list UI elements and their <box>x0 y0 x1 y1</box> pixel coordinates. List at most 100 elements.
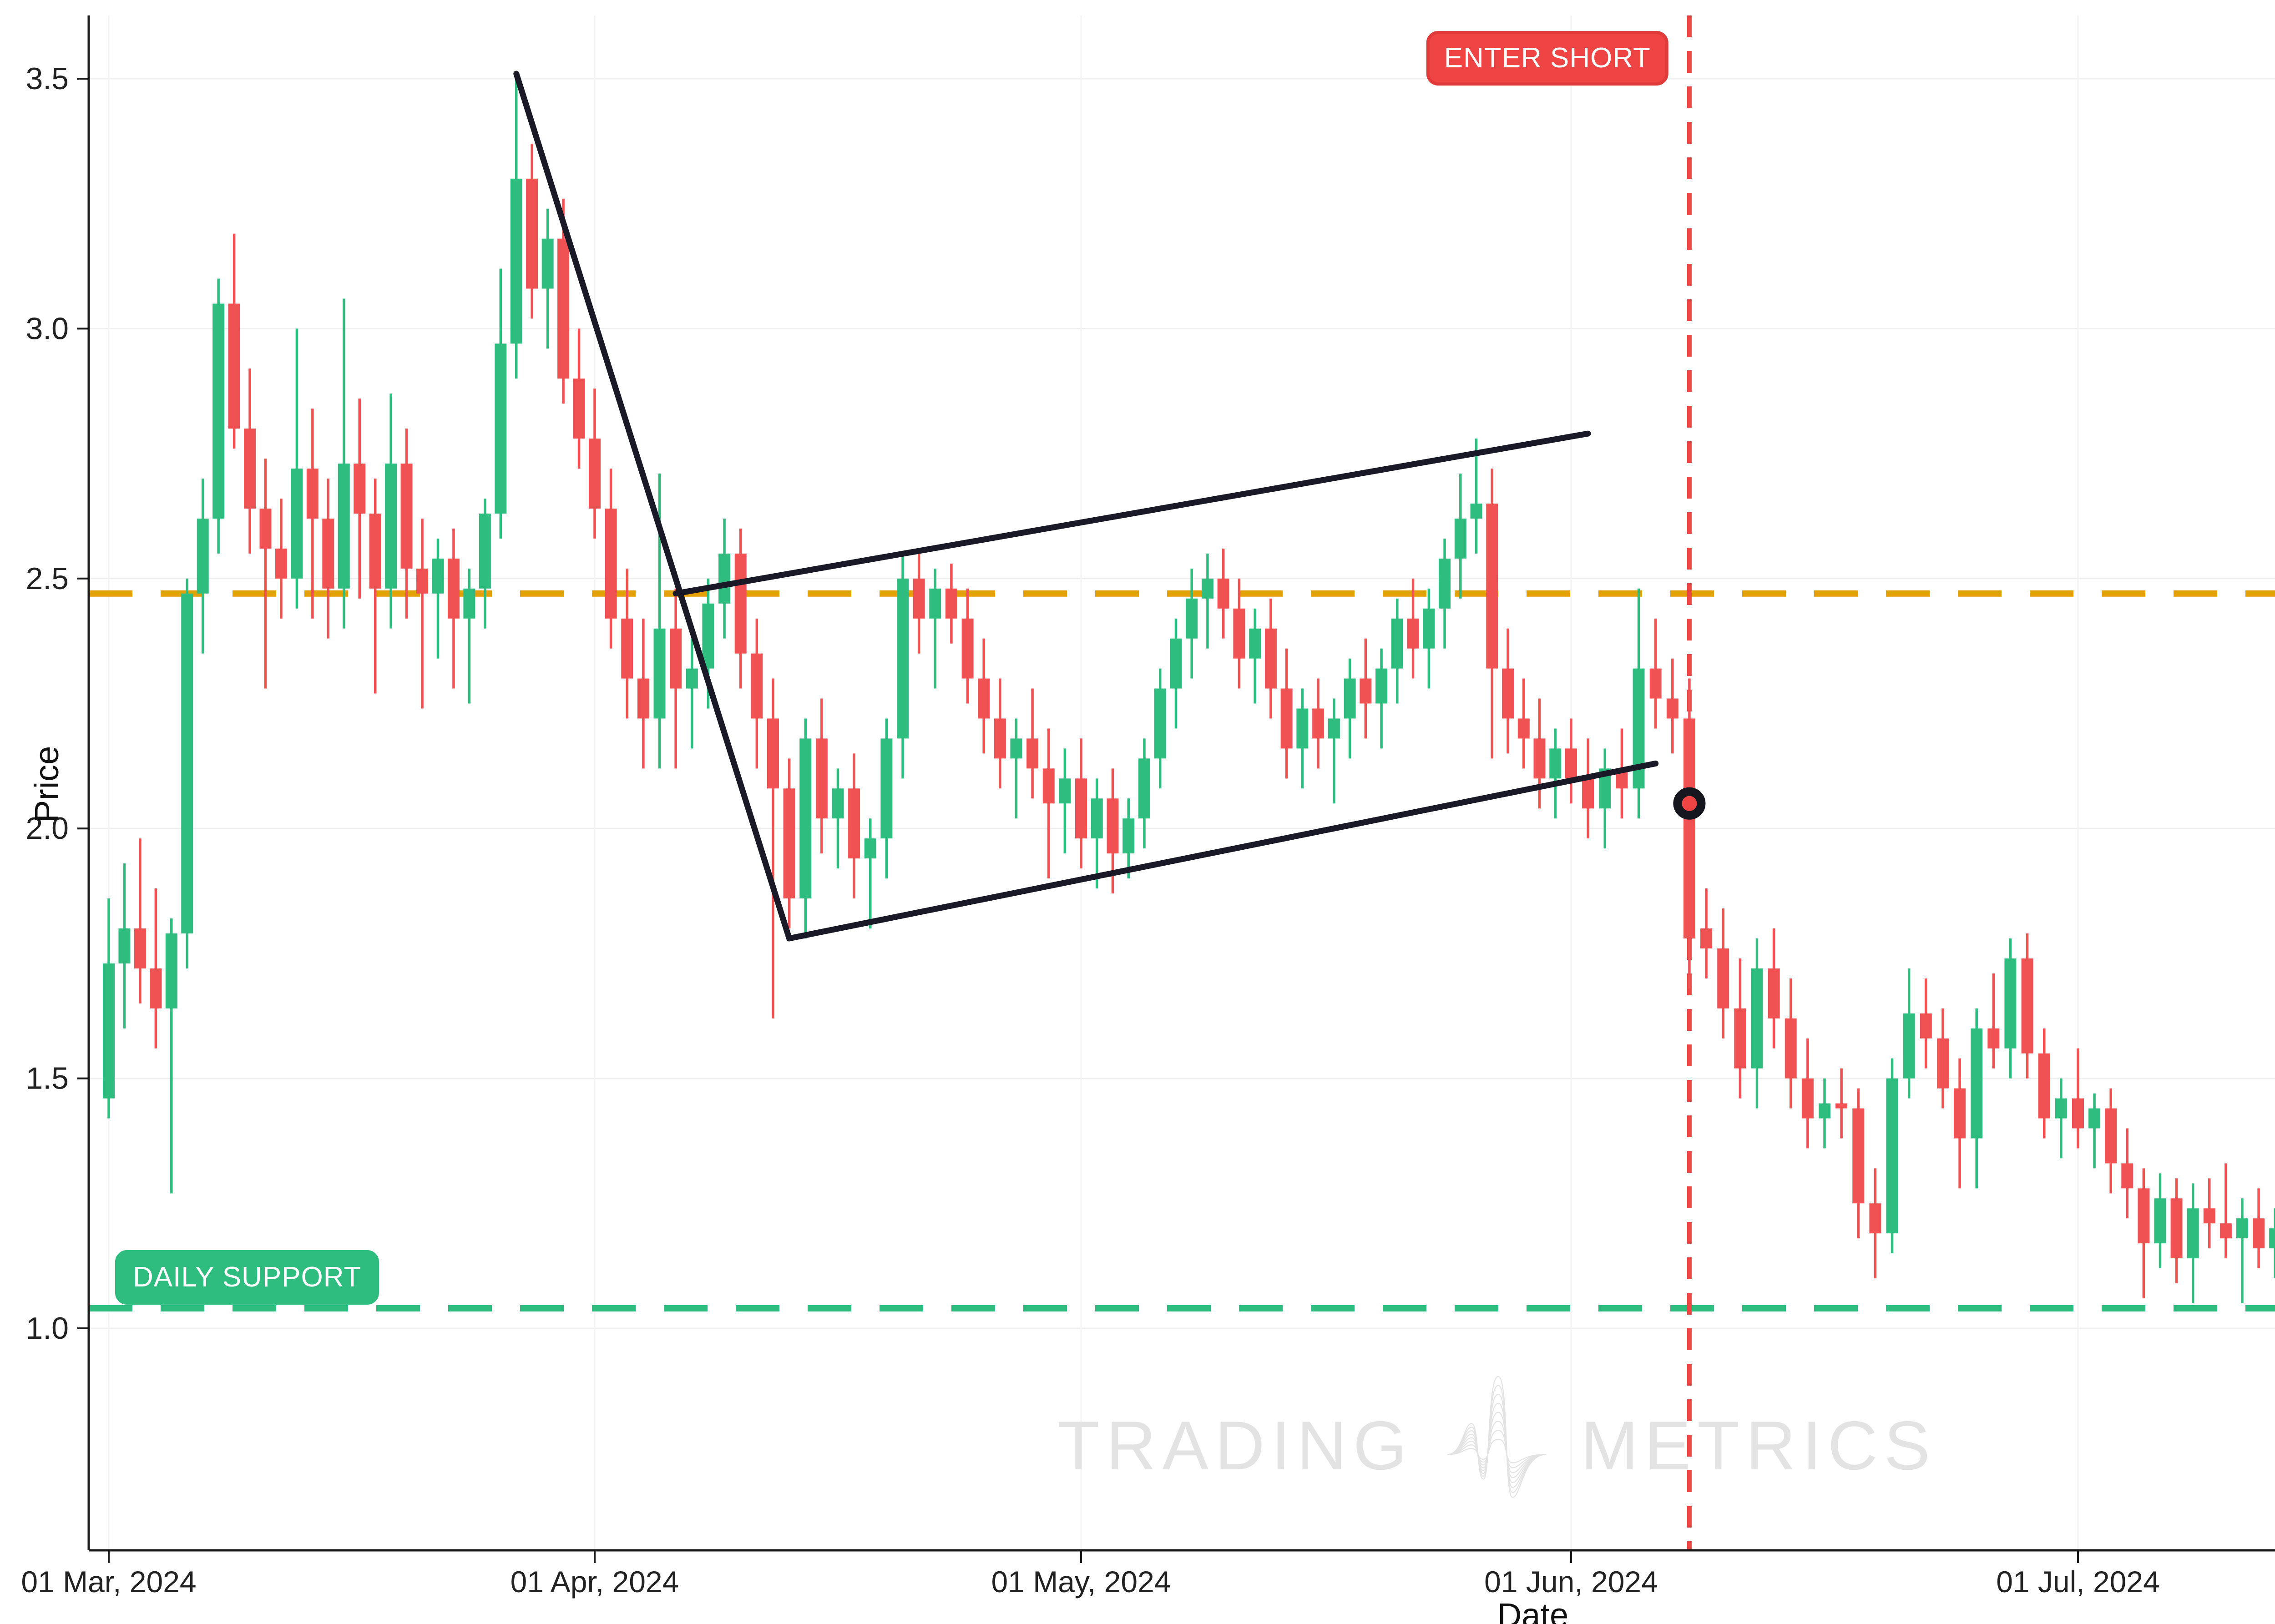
waveform-logo-layer <box>1447 1394 1547 1488</box>
candle-body <box>1582 778 1594 809</box>
candle-body <box>291 469 303 579</box>
candle-body <box>1801 1078 1814 1119</box>
candle <box>1801 1038 1814 1149</box>
candle-body <box>848 788 860 859</box>
candle <box>1785 978 1797 1109</box>
candle-body <box>479 513 491 589</box>
candle <box>1649 618 1662 729</box>
candle-body <box>181 593 193 933</box>
candle-body <box>1439 558 1451 609</box>
candle <box>605 469 617 649</box>
candle <box>1971 1008 1983 1189</box>
candle-body <box>2004 958 2017 1049</box>
candle <box>2219 1163 2232 1259</box>
candle-body <box>1091 798 1103 839</box>
candle <box>1565 718 1577 804</box>
candle-body <box>2055 1098 2067 1119</box>
candle <box>306 409 318 619</box>
candle-body <box>1217 578 1229 609</box>
candle <box>2021 933 2033 1079</box>
candle <box>1835 1068 1848 1139</box>
candle-body <box>1869 1203 1881 1234</box>
candle <box>134 838 146 1004</box>
candle <box>432 538 444 659</box>
daily-support-badge: DAILY SUPPORT <box>115 1250 379 1305</box>
candle <box>1486 469 1498 759</box>
y-tick-label: 2.0 <box>25 811 69 846</box>
candle-body <box>994 718 1006 759</box>
candle-body <box>432 558 444 594</box>
x-tick-label: 01 Jun, 2024 <box>1484 1565 1658 1599</box>
candle <box>526 143 538 319</box>
candle <box>1954 1058 1966 1189</box>
candle <box>734 528 747 689</box>
x-axis-title: Date <box>1497 1596 1569 1624</box>
candle-body <box>1549 748 1562 779</box>
candle-body <box>1154 688 1166 759</box>
candle <box>557 198 570 404</box>
candle-body <box>1819 1103 1830 1119</box>
candle <box>2055 1078 2067 1159</box>
candle-body <box>557 238 570 379</box>
candle-body <box>134 928 146 968</box>
candle <box>1533 698 1546 809</box>
candle-body <box>2138 1188 2150 1244</box>
candle <box>447 528 460 689</box>
waveform-logo-icon <box>1447 1376 1547 1498</box>
candle <box>103 898 115 1119</box>
candle-body <box>815 738 828 819</box>
candle <box>1819 1078 1830 1149</box>
candle-body <box>1375 668 1388 704</box>
candle <box>1407 578 1419 679</box>
candle-body <box>2219 1223 2232 1239</box>
candle <box>1391 598 1403 704</box>
candle <box>1280 648 1293 779</box>
candle <box>1091 778 1103 889</box>
candle-body <box>385 464 397 589</box>
candle <box>864 818 876 928</box>
candle <box>1201 553 1213 649</box>
candle-body <box>2253 1218 2265 1249</box>
candle-body <box>228 303 240 429</box>
candle-body <box>783 788 795 899</box>
watermark-text-metrics: METRICS <box>1581 1407 1936 1484</box>
watermark-text-trading: TRADING <box>1057 1407 1413 1484</box>
candle-body <box>369 513 381 589</box>
candle-body <box>897 578 909 739</box>
breakdown-line <box>513 71 793 942</box>
candle-body <box>2088 1108 2101 1129</box>
candle-body <box>510 178 522 344</box>
candle <box>2269 1208 2275 1279</box>
candle <box>181 578 193 968</box>
candle <box>1517 678 1530 769</box>
candle <box>1296 688 1309 789</box>
candle-body <box>621 618 633 679</box>
candle-body <box>165 933 177 1009</box>
candle-body <box>864 838 876 859</box>
candle-body <box>1533 738 1546 779</box>
candle <box>2004 938 2017 1079</box>
candle-body <box>1107 798 1119 854</box>
candle-body <box>1666 698 1678 719</box>
candle <box>1186 568 1198 679</box>
candle <box>945 563 957 644</box>
candle <box>275 498 287 619</box>
candle <box>1582 738 1594 839</box>
candle <box>1328 698 1340 804</box>
candle-body <box>1249 628 1261 659</box>
candle-body <box>1502 668 1514 719</box>
candle <box>385 393 397 629</box>
candle-body <box>653 628 666 719</box>
candle <box>2236 1198 2248 1304</box>
candle <box>815 698 828 854</box>
candle-body <box>1122 818 1135 854</box>
candle-body <box>1059 778 1071 804</box>
candle-body <box>1971 1028 1983 1139</box>
candle <box>1344 658 1356 759</box>
candle <box>1122 798 1135 879</box>
waveform-logo-layer <box>1447 1385 1547 1493</box>
candle <box>1502 628 1514 754</box>
candle <box>2072 1048 2084 1149</box>
candle <box>1920 978 1932 1069</box>
